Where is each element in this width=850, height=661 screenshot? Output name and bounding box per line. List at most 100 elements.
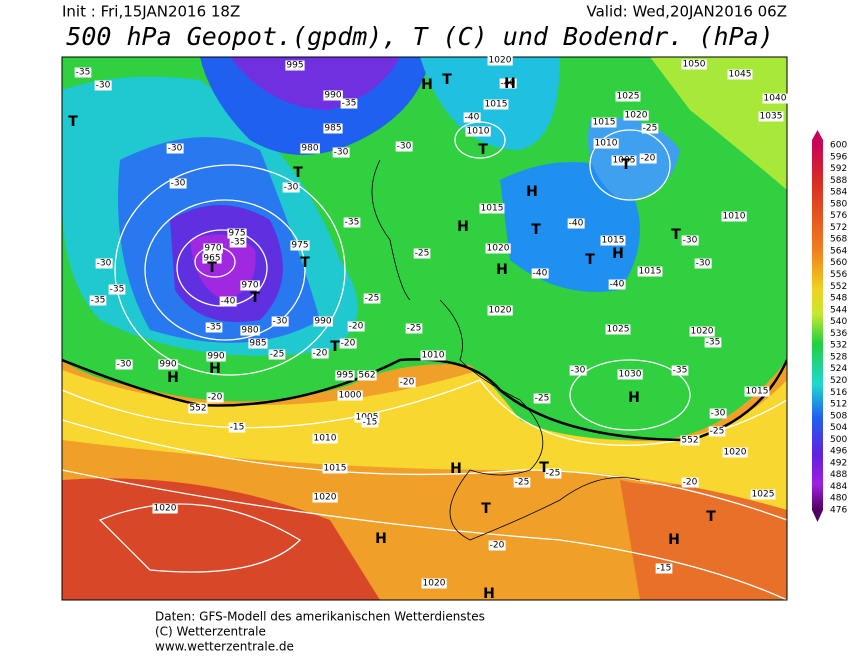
temperature-label: -30 [711,409,726,419]
temperature-label-box [268,349,286,360]
temperature-label-box [655,563,673,574]
pressure-label: 1025 [617,92,640,102]
pressure-label-box [240,325,260,336]
temperature-label-box [206,392,224,403]
colorbar-label: 480 [830,494,847,504]
pressure-label-box [312,433,338,444]
colorbar-label: 484 [830,482,847,492]
temperature-label: -25 [407,324,422,334]
pressure-label: 1030 [619,370,642,380]
pressure-label-box [337,390,363,401]
footer-line: Daten: GFS-Modell des amerikanischen Wet… [155,610,485,624]
pressure-label: 1005 [613,156,636,166]
colorbar-label: 508 [830,411,847,421]
pressure-label: 1020 [487,244,510,254]
pressure-label-box [248,338,268,349]
pressure-system: T [68,114,78,130]
pressure-label: 980 [241,326,258,336]
temperature-label: -30 [334,148,349,158]
temperature-label-box [704,337,722,348]
temperature-label-box [513,477,531,488]
pressure-label: 990 [159,360,176,370]
pressure-system: T [293,165,303,181]
pressure-label-box [300,143,320,154]
colorbar-label: 516 [830,388,847,398]
pressure-label-box [479,203,505,214]
temperature-label: -30 [696,259,711,269]
pressure-label: 1035 [760,112,783,122]
temperature-label-box [89,295,107,306]
pressure-label: 1010 [314,434,337,444]
temperature-label: -40 [221,297,236,307]
pressure-system: H [628,390,640,406]
pressure-label-box [465,126,491,137]
temperature-label-box [228,422,246,433]
pressure-label: 965 [203,254,220,264]
colorbar-label: 504 [830,423,847,433]
pressure-label: 1015 [746,387,769,397]
temperature-label-box [361,417,379,428]
pressure-label-box [637,266,663,277]
temperature-label-box [709,408,727,419]
temperature-label: -35 [76,68,91,78]
temperature-label: -35 [706,338,721,348]
pressure-label-box [591,117,617,128]
footer-line: (C) Wetterzentrale [155,625,266,639]
pressure-label-box [689,326,715,337]
temperature-label: -35 [673,366,688,376]
pressure-label: 1020 [691,327,714,337]
colorbar-label: 556 [830,270,847,280]
temperature-label-box [395,141,413,152]
pressure-label-box [605,324,631,335]
temperature-label-box [608,279,626,290]
temperature-label-box [398,377,416,388]
temperature-label: -25 [535,394,550,404]
temperature-label-box [166,143,184,154]
temperature-label: -30 [168,144,183,154]
pressure-label-box [158,359,178,370]
pressure-system: H [504,76,516,92]
pressure-label-box [323,123,343,134]
temperature-label: -15 [657,564,672,574]
pressure-label: 990 [324,91,341,101]
temperature-label: -30 [117,360,132,370]
temperature-label-box [95,258,113,269]
temperature-label-box [74,67,92,78]
temperature-label-box [569,365,587,376]
colorbar-label: 560 [830,258,847,268]
colorbar-label: 500 [830,435,847,445]
temperature-label-box [108,284,126,295]
pressure-label-box [152,503,178,514]
temperature-label: -20 [683,478,698,488]
pressure-system: H [375,531,387,547]
pressure-label-box [623,110,649,121]
temperature-label-box [347,321,365,332]
pressure-label: 1020 [423,579,446,589]
colorbar-label: 476 [830,506,847,516]
pressure-label-box [420,350,446,361]
pressure-label: 1020 [724,448,747,458]
temperature-label-box [533,393,551,404]
pressure-system: H [526,184,538,200]
temperature-label-box [531,268,549,279]
pressure-label: 1015 [602,236,625,246]
colorbar-label: 520 [830,376,847,386]
pressure-label: 975 [228,229,245,239]
colorbar-label: 512 [830,400,847,410]
pressure-label: 1000 [339,391,362,401]
height-label-box [357,370,377,381]
temperature-label: -20 [349,322,364,332]
temperature-label: -25 [270,350,285,360]
pressure-label-box [487,55,513,66]
temperature-label: -25 [515,478,530,488]
colorbar-label: 596 [830,152,847,162]
temperature-label-box [681,477,699,488]
temperature-label-box [639,153,657,164]
pressure-system: H [209,361,221,377]
colorbar-label: 584 [830,188,847,198]
colorbar-label: 580 [830,199,847,209]
pressure-system: T [481,501,491,517]
pressure-label-box [615,91,641,102]
pressure-system: H [668,532,680,548]
pressure-label: 1015 [481,204,504,214]
